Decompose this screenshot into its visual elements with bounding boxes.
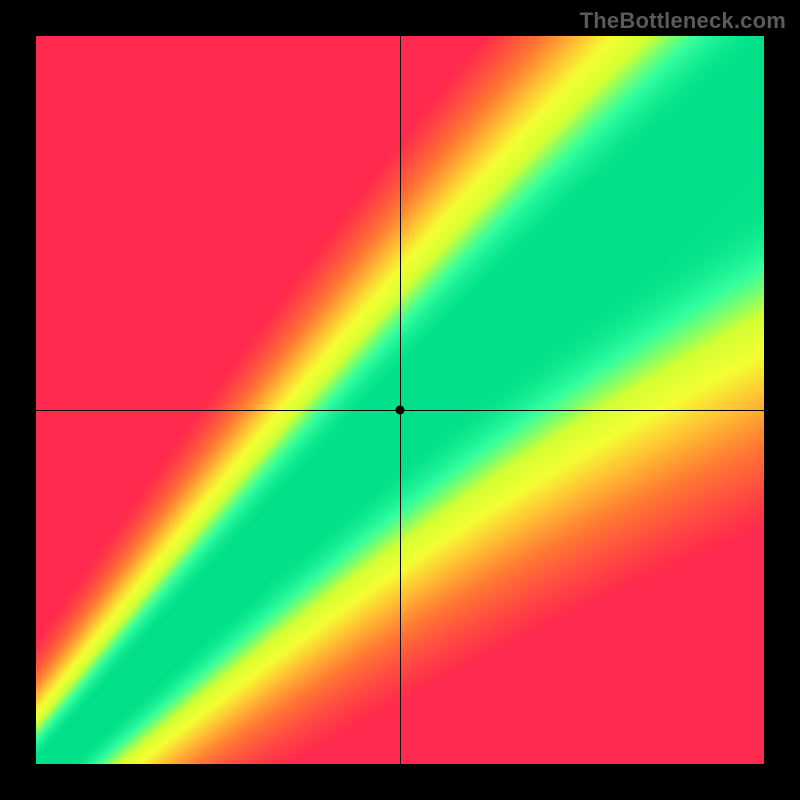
watermark-text: TheBottleneck.com	[580, 8, 786, 34]
crosshair-marker	[396, 406, 405, 415]
crosshair-vertical-line	[400, 36, 401, 764]
heatmap-plot-area	[36, 36, 764, 764]
